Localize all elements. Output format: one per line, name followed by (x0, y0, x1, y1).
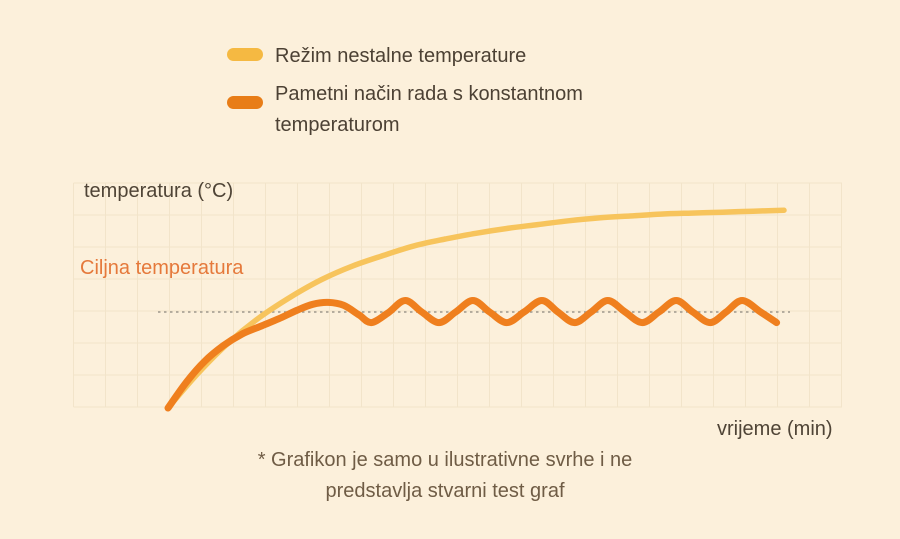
target-temperature-label: Ciljna temperatura (80, 257, 244, 279)
legend-swatch-smart (227, 96, 263, 109)
legend-swatch-unsteady (227, 48, 263, 61)
curve-unsteady-temperature-mode (165, 207, 787, 411)
legend-label-unsteady: Režim nestalne temperature (275, 45, 527, 67)
x-axis-label: vrijeme (min) (717, 418, 833, 440)
legend-label-smart: Pametni način rada s konstantnom tempera… (275, 83, 583, 136)
chart-footnote: * Grafikon je samo u ilustrativne svrhe … (0, 445, 890, 507)
footnote-line-1: * Grafikon je samo u ilustrativne svrhe … (257, 449, 633, 471)
footnote-line-2: predstavlja stvarni test graf (325, 480, 565, 502)
curve-smart-constant-mode (164, 297, 781, 412)
y-axis-label: temperatura (°C) (84, 180, 234, 202)
